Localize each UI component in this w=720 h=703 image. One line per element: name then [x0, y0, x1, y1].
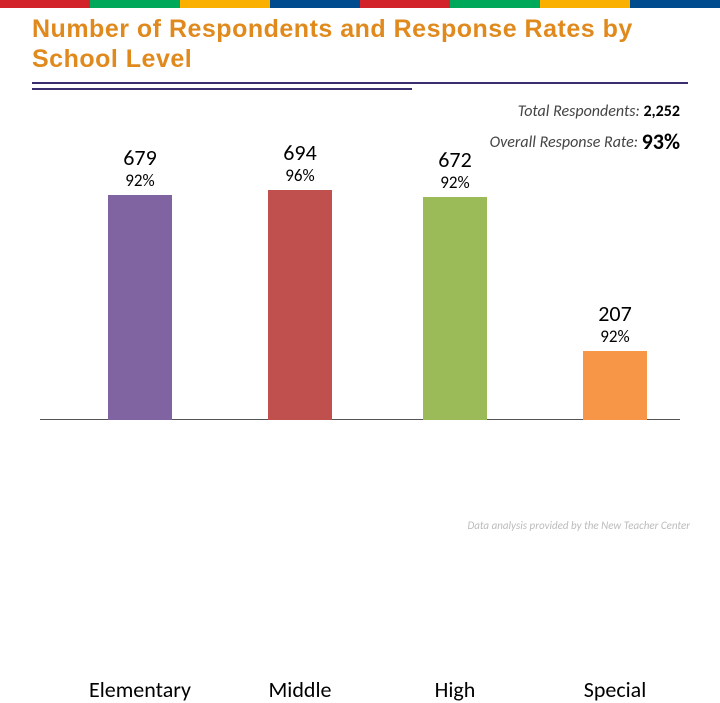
summary-total: Total Respondents: 2,252: [518, 102, 680, 121]
title-underline-short: [32, 88, 412, 90]
respondents-bar-chart: 67992%Elementary69496%Middle67292%High20…: [60, 170, 660, 450]
bar-category-label: Middle: [230, 676, 370, 703]
credit-text: Data analysis provided by the New Teache…: [467, 519, 690, 532]
stripe-segment: [360, 0, 450, 8]
stripe-segment: [270, 0, 360, 8]
stripe-segment: [0, 0, 90, 8]
stripe-segment: [630, 0, 720, 8]
bar-pct-label: 92%: [545, 326, 685, 347]
bar-value-label: 672: [385, 146, 525, 173]
stripe-segment: [540, 0, 630, 8]
summary-total-value: 2,252: [643, 102, 680, 121]
bar-pct-label: 92%: [70, 170, 210, 191]
summary-rate-value: 93%: [642, 128, 680, 155]
top-color-stripe: [0, 0, 720, 8]
bar-pct-label: 96%: [230, 165, 370, 186]
bar-pct-label: 92%: [385, 172, 525, 193]
bar-value-label: 694: [230, 139, 370, 166]
bar-category-label: Elementary: [70, 676, 210, 703]
bar: [423, 197, 487, 420]
title-underline: [32, 82, 688, 84]
page-title: Number of Respondents and Response Rates…: [32, 14, 688, 74]
bar-category-label: Special: [545, 676, 685, 703]
bar: [268, 190, 332, 420]
summary-total-label: Total Respondents:: [518, 102, 640, 121]
bar-category-label: High: [385, 676, 525, 703]
bar-value-label: 679: [70, 144, 210, 171]
bar: [583, 351, 647, 420]
stripe-segment: [450, 0, 540, 8]
bar: [108, 195, 172, 420]
stripe-segment: [180, 0, 270, 8]
stripe-segment: [90, 0, 180, 8]
bar-value-label: 207: [545, 300, 685, 327]
